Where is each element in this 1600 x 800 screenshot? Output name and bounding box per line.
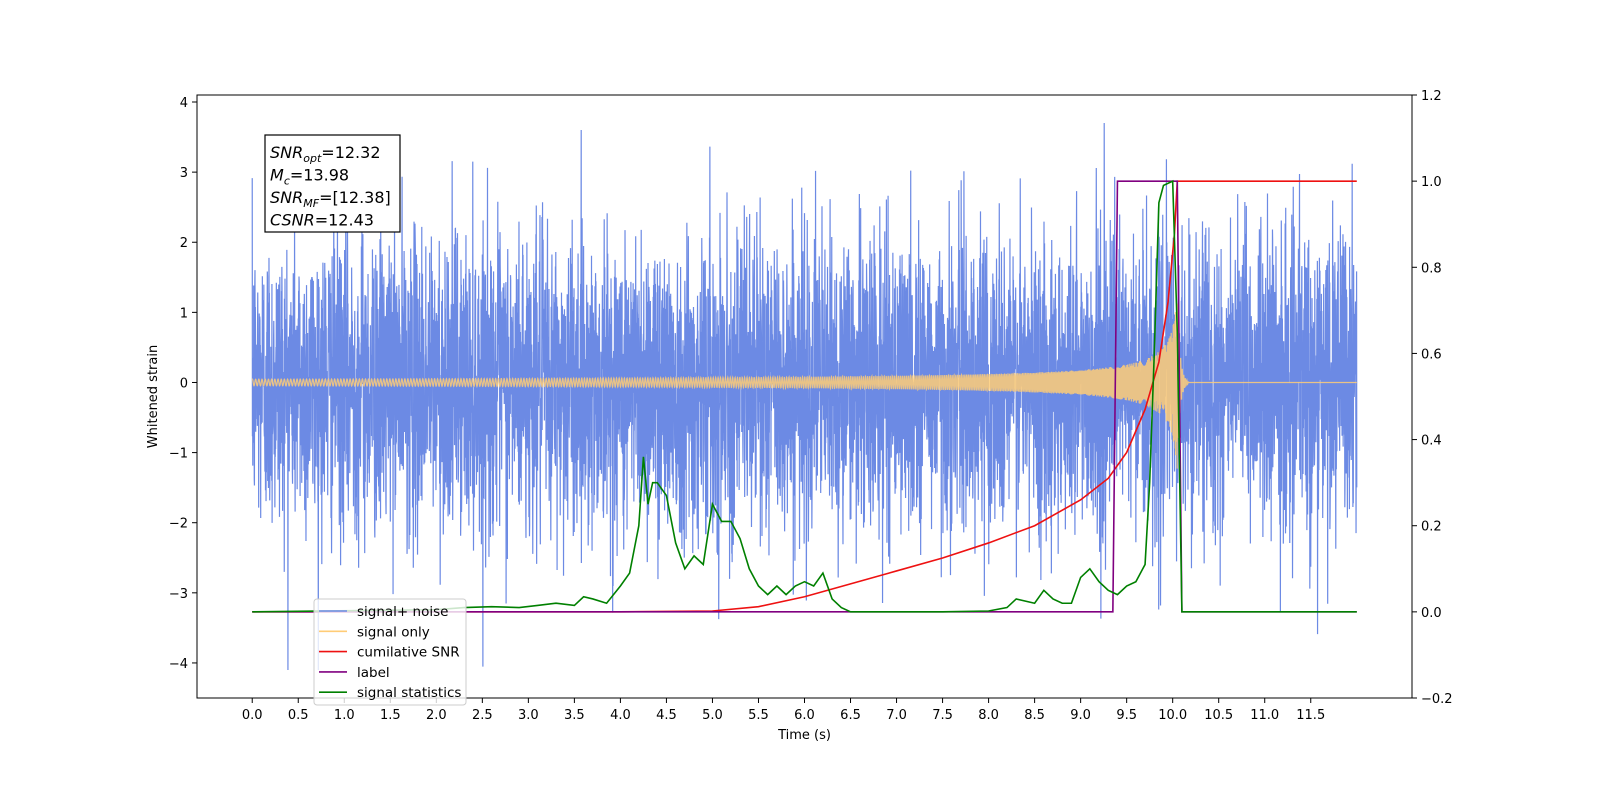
x-tick-label: 0.5 <box>288 708 309 723</box>
x-tick-label: 3.0 <box>518 708 539 723</box>
y-right-tick-label: 0.2 <box>1421 520 1442 535</box>
info-box-frame <box>264 134 401 233</box>
info-line: SNRopt=12.32 <box>270 143 381 165</box>
x-tick-label: 10.5 <box>1204 708 1233 723</box>
x-tick-label: 0.0 <box>242 708 263 723</box>
y-axis-left-ticks: 4 3 2 1 0 −1 −2 −3 −4 <box>169 96 197 672</box>
legend-entry: cumilative SNR <box>357 645 460 661</box>
x-tick-label: 6.5 <box>840 708 861 723</box>
cumilative-snr-line <box>252 180 1357 613</box>
x-tick-label: 11.0 <box>1250 708 1279 723</box>
y-right-tick-label: 0.6 <box>1421 347 1442 362</box>
signal-only-line <box>251 303 1357 469</box>
x-tick-label: 8.5 <box>1024 708 1045 723</box>
x-tick-label: 1.0 <box>334 708 355 723</box>
x-tick-label: 2.5 <box>472 708 493 723</box>
x-tick-label: 5.0 <box>702 708 723 723</box>
y-right-tick-label: 1.0 <box>1421 175 1442 190</box>
x-tick-label: 7.0 <box>886 708 907 723</box>
y-left-tick-label: 4 <box>180 96 188 111</box>
noise-line <box>251 123 1358 670</box>
info-line: SNRMF=[12.38] <box>270 188 391 210</box>
info-line: Mc=13.98 <box>270 166 349 188</box>
legend-entry: signal statistics <box>357 685 461 701</box>
y-right-tick-label: 1.2 <box>1421 89 1442 104</box>
x-tick-label: 3.5 <box>564 708 585 723</box>
x-tick-label: 1.5 <box>380 708 401 723</box>
y-right-tick-label: 0.0 <box>1421 606 1442 621</box>
legend-entry: signal only <box>357 624 430 640</box>
y-left-tick-label: −4 <box>169 657 188 672</box>
x-tick-label: 5.5 <box>748 708 769 723</box>
y-left-tick-label: 3 <box>180 166 188 181</box>
series-signal-only <box>251 303 1357 469</box>
y-left-tick-label: −1 <box>169 447 188 462</box>
y-axis-left-label: Whitened strain <box>146 345 161 448</box>
y-left-tick-label: 1 <box>180 306 188 321</box>
y-right-tick-label: 0.8 <box>1421 261 1442 276</box>
y-left-tick-label: 0 <box>180 376 188 391</box>
signal-statistics-line <box>252 179 1357 613</box>
series-lines <box>252 179 1357 613</box>
y-right-tick-label: 0.4 <box>1421 434 1442 449</box>
legend-entry: label <box>357 665 390 681</box>
x-tick-label: 9.5 <box>1116 708 1137 723</box>
y-right-tick-label: −0.2 <box>1421 692 1453 707</box>
y-left-tick-label: −3 <box>169 587 188 602</box>
x-tick-label: 11.5 <box>1296 708 1325 723</box>
y-axis-right-ticks: 1.2 1.0 0.8 0.6 0.4 0.2 0.0 −0.2 <box>1412 89 1453 707</box>
x-tick-label: 8.0 <box>978 708 999 723</box>
x-tick-label: 4.5 <box>656 708 677 723</box>
x-axis-label: Time (s) <box>777 728 831 743</box>
x-tick-label: 4.0 <box>610 708 631 723</box>
x-tick-label: 9.0 <box>1070 708 1091 723</box>
info-line: CSNR=12.43 <box>270 211 374 230</box>
y-left-tick-label: −2 <box>169 517 188 532</box>
legend-frame <box>313 598 467 706</box>
x-tick-label: 2.0 <box>426 708 447 723</box>
series-signal-plus-noise <box>251 123 1358 670</box>
x-tick-label: 7.5 <box>932 708 953 723</box>
legend-entry: signal+ noise <box>357 604 448 620</box>
info-annotation-box: SNRopt=12.32Mc=13.98SNRMF=[12.38]CSNR=12… <box>264 134 401 233</box>
legend: signal+ noise signal only cumilative SNR la… <box>313 598 467 706</box>
x-tick-label: 6.0 <box>794 708 815 723</box>
x-axis-ticks: 0.0 0.5 1.0 1.5 2.0 2.5 3.0 3.5 4.0 4.5 5.0 5.5 6.0 6… <box>242 698 1325 723</box>
x-tick-label: 10.0 <box>1158 708 1187 723</box>
y-left-tick-label: 2 <box>180 236 188 251</box>
